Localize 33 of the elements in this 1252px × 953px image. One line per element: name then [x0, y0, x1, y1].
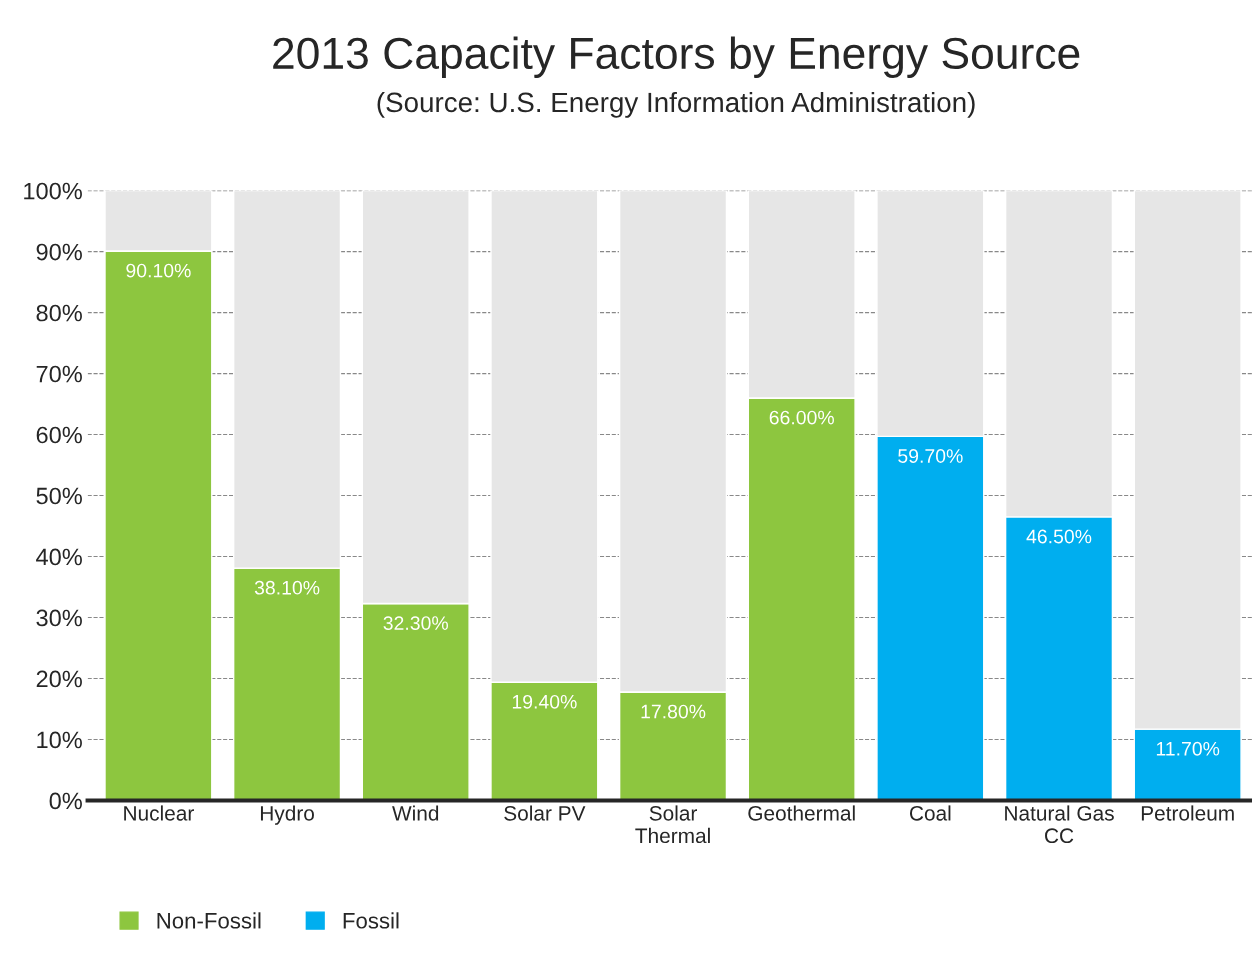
x-tick-label: Solar Thermal [635, 805, 710, 844]
x-tick-label: Hydro [260, 805, 314, 825]
data-label: 32.30% [383, 616, 448, 630]
data-label: 90.10% [126, 263, 191, 278]
chart-title: 2013 Capacity Factors by Energy Source [273, 36, 1080, 78]
y-tick-label: 100% [24, 182, 82, 200]
legend-label: Non-Fossil [157, 912, 261, 929]
y-tick-label: 0% [49, 792, 82, 810]
y-tick-label: 50% [36, 487, 82, 505]
x-tick-label: Geothermal [748, 805, 855, 821]
data-label: 59.70% [898, 449, 963, 463]
y-tick-label: 70% [36, 365, 82, 383]
x-tick-label: Petroleum [1141, 805, 1234, 821]
data-label: 46.50% [1026, 529, 1092, 544]
y-tick-label: 10% [37, 731, 82, 749]
y-tick-label: 60% [36, 426, 82, 444]
x-tick-label: Coal [909, 805, 951, 821]
x-tick-label: Nuclear [124, 805, 194, 821]
y-tick-label: 90% [36, 243, 82, 261]
y-tick-label: 20% [36, 670, 82, 688]
data-label: 19.40% [512, 694, 577, 709]
data-label: 17.80% [641, 704, 706, 719]
y-tick-label: 40% [36, 548, 82, 566]
x-tick-label: Wind [392, 805, 439, 821]
data-label: 11.70% [1156, 741, 1220, 756]
x-tick-label: Natural Gas CC [1005, 805, 1114, 844]
legend-label: Fossil [343, 912, 399, 929]
x-tick-label: Solar PV [504, 805, 586, 821]
data-label: 66.00% [769, 410, 834, 425]
chart-subtitle: (Source: U.S. Energy Information Administration) [377, 91, 975, 118]
y-tick-label: 80% [36, 304, 82, 322]
y-tick-label: 30% [36, 609, 82, 627]
data-label: 38.10% [254, 580, 320, 595]
